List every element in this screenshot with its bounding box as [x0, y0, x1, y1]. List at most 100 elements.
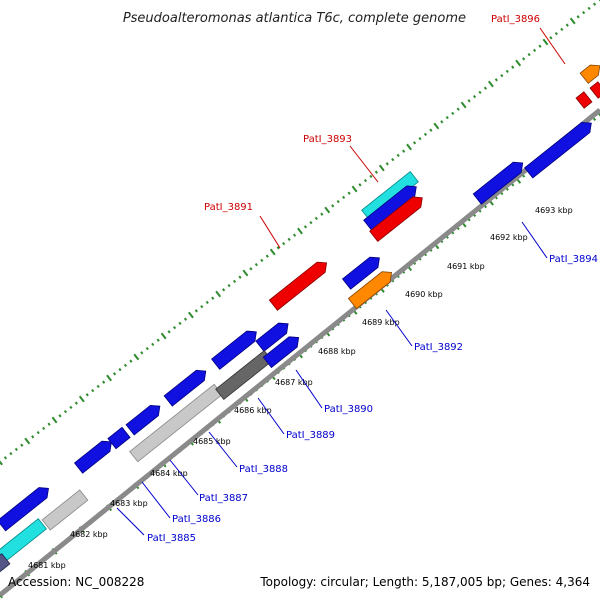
tick-label: 4689 kbp [362, 318, 400, 327]
ring-dot [238, 275, 242, 279]
ring-dot [156, 338, 160, 342]
ring-dot [587, 6, 591, 11]
gene-label[interactable]: PatI_3894 [549, 254, 598, 265]
gene-arrow[interactable] [163, 366, 210, 407]
ring-dot [451, 111, 455, 116]
ring-dot [478, 90, 482, 95]
ring-dot [347, 191, 351, 195]
ring-dot [205, 300, 209, 305]
gene-arrow[interactable] [575, 91, 593, 109]
ring-dot [522, 57, 526, 61]
gene-label[interactable]: PatI_3890 [324, 404, 373, 415]
callout-line [116, 507, 145, 536]
gene-arrow-3893-c[interactable] [369, 193, 427, 242]
ring-dot [472, 94, 477, 99]
tick-label: 4687 kbp [275, 378, 313, 387]
gene-arrow-3886[interactable] [41, 489, 89, 531]
ring-dot [51, 416, 58, 424]
gene-label[interactable]: PatI_3887 [199, 493, 248, 504]
ring-dot [342, 195, 346, 200]
gene-arrow-3893-b[interactable] [363, 182, 421, 231]
gene-label[interactable]: PatI_3886 [172, 514, 221, 525]
tick-label: 4685 kbp [193, 437, 231, 446]
ring-dot [336, 199, 340, 204]
gene-label[interactable]: PatI_3896 [491, 14, 540, 25]
ring-dot [363, 178, 368, 183]
ring-dot [249, 267, 253, 271]
ring-dot [20, 443, 24, 447]
gene-arrow[interactable] [472, 158, 526, 205]
ring-dot [402, 149, 406, 153]
gene-arrow-3896[interactable] [579, 61, 600, 84]
callout-line [141, 481, 171, 519]
ring-dot [118, 367, 122, 372]
ring-dot [549, 36, 553, 40]
callout-line [295, 369, 323, 409]
ring-dot [96, 384, 100, 389]
ring-dot [242, 269, 249, 277]
ring-dot [320, 212, 324, 216]
ring-dot [314, 216, 318, 221]
tick-label: 4691 kbp [447, 262, 485, 271]
callout-line [259, 215, 281, 249]
ring-dot [287, 237, 291, 242]
gene-label[interactable]: PatI_3885 [147, 533, 196, 544]
gene-arrow[interactable] [0, 483, 53, 532]
gene-label[interactable]: PatI_3888 [239, 464, 288, 475]
callout-line [521, 221, 548, 259]
ring-dot [505, 69, 509, 74]
ring-dot [412, 141, 417, 145]
ring-dot [178, 321, 182, 326]
ring-dot [445, 115, 449, 120]
tick-label: 4683 kbp [110, 499, 148, 508]
ring-dot [592, 2, 597, 6]
gene-arrow[interactable] [73, 437, 116, 474]
tick-label: 4684 kbp [150, 469, 188, 478]
ring-dot [378, 164, 385, 172]
ring-dot [31, 435, 35, 439]
page-title: Pseudoalteromonas atlantica T6c, complet… [123, 11, 466, 26]
ring-dot [456, 107, 460, 111]
ring-dot [133, 353, 140, 361]
gene-arrow[interactable] [589, 81, 600, 99]
ring-dot [183, 317, 188, 321]
gene-label[interactable]: PatI_3891 [204, 202, 253, 213]
gene-arrow-3891[interactable] [268, 258, 330, 311]
ring-dot [511, 65, 515, 69]
ring-dot [276, 246, 280, 250]
ring-dot [112, 372, 117, 376]
ring-dot [487, 80, 494, 88]
accession-text: Accession: NC_008228 [8, 575, 144, 589]
ring-dot [351, 185, 358, 193]
gene-callouts: PatI_3891 PatI_3893 PatI_3896 PatI_3885 PatI… [116, 14, 598, 544]
ring-dot [554, 31, 558, 36]
gene-label[interactable]: PatI_3892 [414, 342, 463, 353]
gene-arrow[interactable] [107, 426, 131, 450]
ring-dot [440, 120, 444, 124]
ring-dot [265, 254, 269, 258]
ring-dot [0, 593, 3, 599]
ring-dot [167, 330, 171, 334]
gene-arrow[interactable] [211, 327, 261, 370]
tick-label: 4681 kbp [28, 561, 66, 570]
gene-arrow-3892-b[interactable] [347, 267, 395, 310]
gene-arrow[interactable] [524, 118, 596, 179]
tick-label: 4686 kbp [234, 406, 272, 415]
gene-arrow[interactable] [125, 401, 164, 436]
gene-label[interactable]: PatI_3893 [303, 134, 352, 145]
ring-dot [0, 460, 3, 466]
gene-arrow[interactable] [255, 319, 292, 352]
ring-dot [69, 405, 73, 410]
ring-dot [560, 27, 564, 32]
gene-arrow-3892-a[interactable] [341, 253, 384, 290]
gene-arrow-3890[interactable] [262, 332, 302, 369]
ring-dot [423, 132, 428, 137]
ring-dot [106, 374, 113, 382]
ring-dot [467, 99, 471, 103]
gene-arrow[interactable] [0, 553, 11, 577]
gene-arrow-3893-a[interactable] [361, 171, 419, 221]
ring-dot [429, 128, 433, 132]
gene-label[interactable]: PatI_3889 [286, 430, 335, 441]
ring-dot [331, 204, 335, 208]
ring-dot [102, 380, 106, 384]
